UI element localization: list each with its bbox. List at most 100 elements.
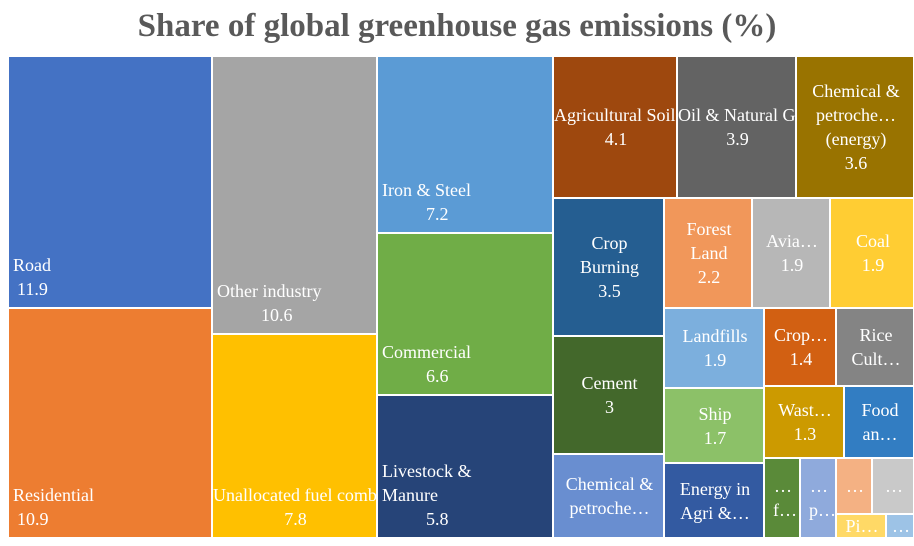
tile-value-label: 1.9 — [861, 255, 885, 275]
tile-category-label: Avia… — [766, 231, 818, 251]
tile-category-label: Crop Burning — [579, 233, 639, 277]
tile-value-label: 2.2 — [697, 267, 721, 287]
tile-value-label: 1.3 — [793, 424, 817, 444]
treemap-tile-crop-burning: Crop Burning 3.5 — [553, 198, 664, 336]
treemap-tile-tile: … — [836, 458, 872, 514]
tile-label: Agricultural Soils 4.1 — [554, 103, 677, 151]
treemap-tile-landfills: Landfills 1.9 — [664, 308, 764, 388]
tile-value-label: 7.8 — [284, 509, 307, 529]
tile-category-label: … f… — [773, 476, 797, 520]
tile-label: Pi… — [837, 515, 885, 537]
tile-category-label: Road — [13, 255, 51, 275]
tile-category-label: Forest Land — [686, 219, 732, 263]
tile-category-label: Agricultural Soils — [554, 105, 677, 125]
tile-value-label: 1.7 — [703, 427, 727, 448]
treemap-tile-ship: Ship 1.7 — [664, 388, 764, 463]
tile-value-label: 4.1 — [604, 129, 628, 149]
tile-value-label: 1.4 — [789, 349, 813, 369]
treemap-tile-pi: Pi… — [836, 514, 886, 538]
tile-category-label: … — [846, 476, 864, 496]
tile-label: Other industry 10.6 — [217, 279, 321, 327]
treemap-tile-rice-cult: Rice Cult… — [836, 308, 914, 386]
treemap-tile-avia: Avia… 1.9 — [752, 198, 830, 308]
tile-label: Chemical & petroche… (energy) 3.6 — [806, 79, 906, 175]
treemap-tile-energy-in-agri: Energy in Agri &… — [664, 463, 764, 538]
tile-category-label: Energy in Agri &… — [679, 478, 751, 523]
treemap-tile-p: … p… — [800, 458, 836, 538]
tile-value-label: 10.6 — [261, 305, 293, 325]
tile-category-label: … — [892, 516, 910, 536]
tile-label: … f… — [773, 474, 797, 522]
tile-label: Avia… 1.9 — [753, 229, 829, 277]
tile-label: Crop Burning 3.5 — [575, 231, 645, 303]
tile-category-label: Other industry — [217, 281, 322, 301]
tile-category-label: Iron & Steel — [382, 180, 471, 200]
tile-value-label: 3.9 — [726, 129, 749, 149]
tile-label: Cement 3 — [554, 371, 663, 419]
tile-category-label: Residential — [13, 485, 94, 505]
tile-label: Chemical & petroche… — [560, 472, 660, 520]
treemap-tile-unallocated-fuel-combustion: Unallocated fuel combustion 7.8 — [212, 334, 377, 538]
tile-label: Livestock & Manure 5.8 — [382, 459, 502, 531]
tile-category-label: … — [885, 476, 903, 496]
tile-category-label: Cement — [581, 373, 638, 393]
treemap-tile-cement: Cement 3 — [553, 336, 664, 454]
tile-label: Food an… — [853, 398, 908, 446]
treemap-tile-tile: … — [886, 514, 914, 538]
treemap-tile-residential: Residential 10.9 — [8, 308, 212, 538]
tile-label: Unallocated fuel combustion 7.8 — [213, 483, 377, 531]
tile-category-label: Food an… — [861, 400, 899, 444]
tile-category-label: Commercial — [382, 342, 471, 362]
treemap-tile-commercial: Commercial 6.6 — [377, 233, 553, 395]
tile-label: … p… — [809, 474, 836, 522]
treemap-tile-wast: Wast… 1.3 — [764, 386, 844, 458]
tile-category-label: Coal — [856, 231, 890, 251]
tile-category-label: Rice Cult… — [851, 325, 901, 369]
tile-value-label: 7.2 — [426, 204, 449, 224]
treemap-tile-oil-natural-gas: Oil & Natural Gas 3.9 — [677, 56, 796, 198]
treemap-tile-crop: Crop… 1.4 — [764, 308, 836, 386]
treemap-tile-livestock-manure: Livestock & Manure 5.8 — [377, 395, 553, 538]
tile-category-label: Crop… — [774, 325, 828, 345]
treemap-tile-chemical-petroche: Chemical & petroche… — [553, 454, 664, 538]
tile-label: Oil & Natural Gas 3.9 — [678, 103, 796, 151]
tile-value-label: 1.9 — [703, 350, 727, 370]
tile-value-label: 11.9 — [17, 279, 48, 299]
tile-label: Energy in Agri &… — [670, 477, 760, 525]
tile-category-label: Landfills — [682, 326, 748, 346]
treemap-tile-other-industry: Other industry 10.6 — [212, 56, 377, 334]
tile-label: Commercial 6.6 — [382, 340, 471, 388]
treemap-tile-forest-land: Forest Land 2.2 — [664, 198, 752, 308]
tile-label: … — [887, 515, 913, 537]
tile-value-label: 1.9 — [780, 255, 804, 275]
tile-category-label: Chemical & petroche… (energy) — [812, 81, 900, 149]
tile-label: Landfills 1.9 — [665, 324, 763, 372]
treemap-tile-chemical-petroche-energy: Chemical & petroche… (energy) 3.6 — [796, 56, 914, 198]
tile-label: Ship 1.7 — [665, 402, 763, 450]
tile-category-label: Oil & Natural Gas — [678, 105, 796, 125]
chart-title: Share of global greenhouse gas emissions… — [137, 8, 777, 44]
tile-category-label: Ship — [698, 403, 732, 424]
tile-label: … — [837, 474, 871, 498]
tile-value-label: 3 — [605, 397, 614, 417]
tile-category-label: Wast… — [778, 400, 832, 420]
tile-label: Crop… 1.4 — [765, 323, 835, 371]
treemap-tile-agricultural-soils: Agricultural Soils 4.1 — [553, 56, 677, 198]
tile-label: Road 11.9 — [13, 253, 51, 301]
treemap-tile-iron-steel: Iron & Steel 7.2 — [377, 56, 553, 233]
tile-label: … — [873, 474, 913, 498]
treemap-tile-f: … f… — [764, 458, 800, 538]
tile-label: Residential 10.9 — [13, 483, 94, 531]
tile-value-label: 3.6 — [844, 153, 868, 173]
tile-category-label: Livestock & Manure — [382, 461, 472, 505]
tile-category-label: Pi… — [845, 516, 879, 536]
treemap-tile-road: Road 11.9 — [8, 56, 212, 308]
tile-category-label: … p… — [809, 476, 836, 520]
tile-label: Forest Land 2.2 — [679, 217, 739, 289]
tile-value-label: 10.9 — [17, 509, 49, 529]
tile-label: Iron & Steel 7.2 — [382, 178, 471, 226]
tile-category-label: Unallocated fuel combustion — [213, 485, 377, 505]
tile-value-label: 6.6 — [426, 366, 449, 386]
tile-label: Wast… 1.3 — [765, 398, 843, 446]
